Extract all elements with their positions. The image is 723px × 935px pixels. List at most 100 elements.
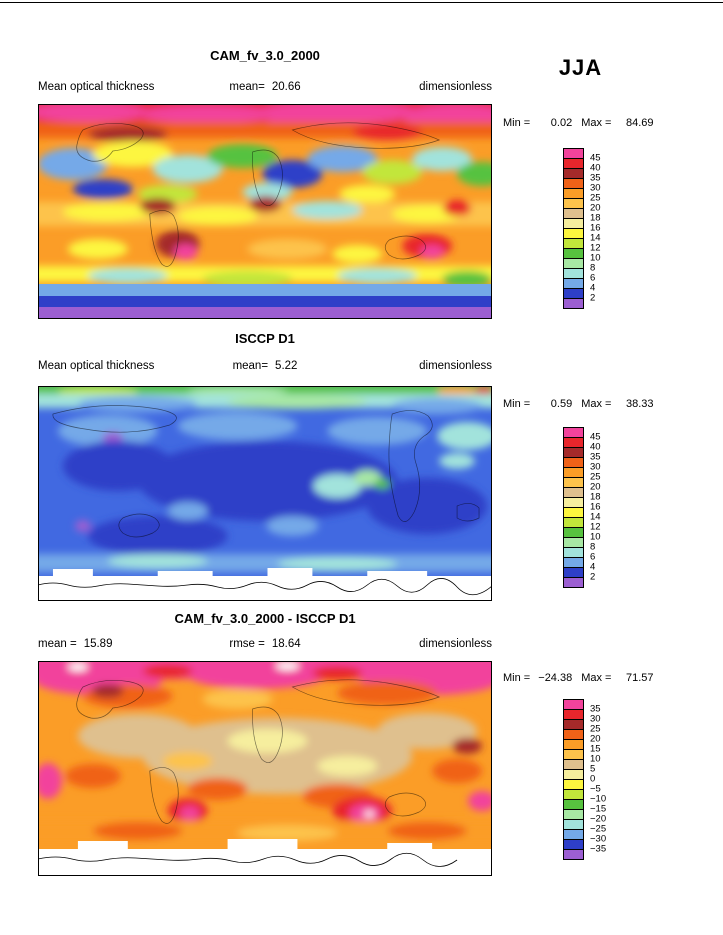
colorbar-label: 18 xyxy=(590,212,601,224)
colorbar: 35 30 25 20 15 10 5 0 −5 −10 −15 −20 −25 −30 −35 xyxy=(563,699,633,860)
colorbar-label: 12 xyxy=(590,521,601,533)
colorbar-boxes xyxy=(563,148,584,309)
colorbar-label: 20 xyxy=(590,202,601,214)
colorbar-label: 0 xyxy=(590,773,596,785)
minmax-line: Min = −24.38 Max = 71.57 xyxy=(503,672,653,684)
colorbar-box xyxy=(563,849,584,860)
colorbar-label: 4 xyxy=(590,561,596,573)
rmse-value: 18.64 xyxy=(271,638,301,650)
min-label: Min = xyxy=(503,672,531,684)
mean-stat: mean= 20.66 xyxy=(38,81,492,93)
map-isccp-svg xyxy=(38,386,492,601)
colorbar-label: 2 xyxy=(590,292,596,304)
colorbar-label: −15 xyxy=(590,803,607,815)
colorbar-label: 4 xyxy=(590,282,596,294)
colorbar-label: −30 xyxy=(590,833,607,845)
mean-value: 5.22 xyxy=(275,360,298,372)
colorbar-label: 30 xyxy=(590,461,601,473)
field-cam xyxy=(38,104,492,287)
colorbar-label: 25 xyxy=(590,723,601,735)
rmse-label: rmse = xyxy=(229,638,265,650)
colorbar-boxes xyxy=(563,699,584,860)
map-difference-svg xyxy=(38,661,492,876)
mean-label: mean= xyxy=(232,360,269,372)
mean-label: mean= xyxy=(229,81,265,93)
colorbar-label: 35 xyxy=(590,451,601,463)
minmax-line: Min = 0.02 Max = 84.69 xyxy=(503,117,653,129)
colorbar-label: 8 xyxy=(590,541,596,553)
min-value: 0.59 xyxy=(550,398,573,410)
field-isccp xyxy=(38,386,492,572)
max-value: 84.69 xyxy=(625,117,654,129)
colorbar-label: 10 xyxy=(590,753,601,765)
field-difference xyxy=(38,661,492,843)
max-label: Max = xyxy=(581,398,612,410)
panel-title: ISCCP D1 xyxy=(235,331,295,346)
colorbar-label: 30 xyxy=(590,182,601,194)
units-label: dimensionless xyxy=(419,638,492,650)
colorbar-label: 16 xyxy=(590,222,601,234)
colorbar-label: −5 xyxy=(590,783,601,795)
top-border-line xyxy=(0,2,723,3)
colorbar-label: 5 xyxy=(590,763,596,775)
max-label: Max = xyxy=(581,672,612,684)
colorbar-label: −20 xyxy=(590,813,607,825)
season-label: JJA xyxy=(558,55,603,80)
variable-label: Mean optical thickness xyxy=(38,360,155,372)
rmse-stat: rmse = 18.64 xyxy=(38,638,492,650)
colorbar-label: 12 xyxy=(590,242,601,254)
colorbar-label: 15 xyxy=(590,743,601,755)
mean-label: mean = xyxy=(38,638,77,650)
min-value: −24.38 xyxy=(538,672,573,684)
colorbar-label: −35 xyxy=(590,843,607,855)
minmax-line: Min = 0.59 Max = 38.33 xyxy=(503,398,653,410)
colorbar-label: 14 xyxy=(590,232,601,244)
missing-data-mask xyxy=(38,568,492,601)
colorbar-label: 45 xyxy=(590,152,601,164)
mean-stat: mean = 15.89 xyxy=(38,638,112,650)
map-difference xyxy=(38,661,492,876)
variable-label: Mean optical thickness xyxy=(38,81,155,93)
colorbar-label: 30 xyxy=(590,713,601,725)
antarctic-coastline xyxy=(38,578,492,596)
missing-data-mask xyxy=(38,839,492,876)
colorbar-label: 10 xyxy=(590,252,601,264)
max-label: Max = xyxy=(581,117,612,129)
antarctic-coastline xyxy=(38,852,458,867)
coastlines xyxy=(52,405,480,538)
coastlines xyxy=(76,122,441,267)
colorbar-label: 40 xyxy=(590,441,601,453)
colorbar-label: 25 xyxy=(590,192,601,204)
colorbar-label: 25 xyxy=(590,471,601,483)
mean-value: 20.66 xyxy=(271,81,301,93)
colorbar-box xyxy=(563,298,584,309)
colorbar-boxes xyxy=(563,427,584,588)
colorbar-label: −25 xyxy=(590,823,607,835)
colorbar-label: 20 xyxy=(590,733,601,745)
colorbar-label: −10 xyxy=(590,793,607,805)
panel-title: CAM_fv_3.0_2000 xyxy=(210,48,320,63)
map-cam-svg xyxy=(38,104,492,319)
colorbar-label: 45 xyxy=(590,431,601,443)
map-isccp-optical-thickness xyxy=(38,386,492,601)
mean-value: 15.89 xyxy=(83,638,113,650)
colorbar-label: 35 xyxy=(590,703,601,715)
colorbar-label: 14 xyxy=(590,511,601,523)
colorbar-label: 6 xyxy=(590,272,596,284)
colorbar-label: 18 xyxy=(590,491,601,503)
max-value: 38.33 xyxy=(625,398,654,410)
min-label: Min = xyxy=(503,398,531,410)
colorbar-label: 20 xyxy=(590,481,601,493)
colorbar-label: 8 xyxy=(590,262,596,274)
units-label: dimensionless xyxy=(419,81,492,93)
colorbar: 45 40 35 30 25 20 18 16 14 12 10 8 6 4 2 xyxy=(563,148,633,309)
max-value: 71.57 xyxy=(625,672,654,684)
units-label: dimensionless xyxy=(419,360,492,372)
colorbar-label: 40 xyxy=(590,162,601,174)
colorbar-label: 16 xyxy=(590,501,601,513)
colorbar-label: 2 xyxy=(590,571,596,583)
colorbar-label: 35 xyxy=(590,172,601,184)
colorbar-label: 6 xyxy=(590,551,596,563)
mean-stat: mean= 5.22 xyxy=(38,360,492,372)
